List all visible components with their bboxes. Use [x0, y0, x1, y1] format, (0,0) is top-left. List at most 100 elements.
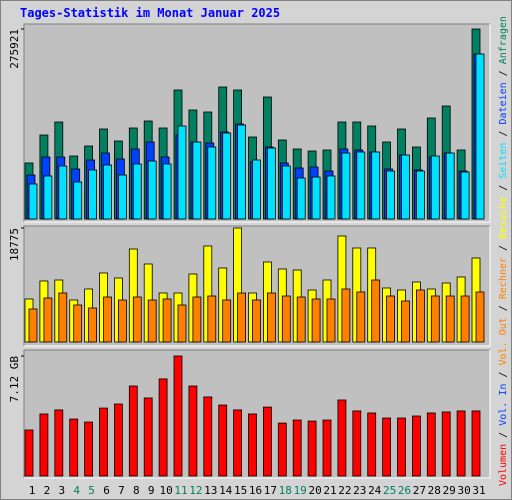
panel-light: [24, 226, 491, 347]
bar: [356, 151, 366, 220]
bar: [24, 429, 34, 477]
bar: [371, 151, 381, 220]
x-tick-label: 16: [249, 484, 262, 497]
bar: [415, 289, 425, 343]
x-tick-label: 26: [398, 484, 411, 497]
bar: [69, 418, 79, 477]
x-tick-label: 5: [88, 484, 95, 497]
bar: [415, 170, 425, 220]
x-tick-label: 24: [368, 484, 382, 497]
bar: [177, 304, 187, 343]
bar: [252, 159, 261, 220]
x-tick-label: 23: [353, 484, 366, 497]
legend-entry: Seiten: [498, 143, 509, 179]
x-tick-label: 30: [457, 484, 470, 497]
x-tick-label: 17: [264, 484, 277, 497]
x-tick-label: 8: [133, 484, 140, 497]
bar: [475, 53, 485, 220]
x-tick-label: 7: [118, 484, 125, 497]
bar: [132, 296, 142, 343]
bar: [222, 299, 232, 343]
legend-separator: /: [498, 432, 509, 438]
bar: [262, 406, 272, 477]
bar: [84, 421, 93, 477]
x-tick-label: 22: [338, 484, 351, 497]
bar: [337, 399, 347, 477]
x-tick-label: 29: [443, 484, 456, 497]
bar: [386, 295, 396, 343]
x-tick-label: 20: [308, 484, 321, 497]
legend-separator: /: [498, 185, 509, 191]
bar: [203, 396, 213, 477]
x-tick-label: 12: [189, 484, 202, 497]
bar: [441, 411, 451, 477]
bar: [277, 422, 287, 477]
panel-shadow: [23, 349, 490, 478]
bar: [401, 300, 410, 343]
bar: [326, 175, 336, 220]
bar: [401, 154, 410, 220]
x-tick-label: 15: [234, 484, 247, 497]
bar: [252, 299, 261, 343]
y-tick-label: 7.12 GB: [8, 356, 21, 403]
x-tick-label: 28: [428, 484, 441, 497]
legend-entry: Dateien: [498, 82, 509, 124]
bar: [118, 299, 127, 343]
legend-entry: Volumen: [498, 444, 509, 486]
bar: [147, 299, 157, 343]
bar: [88, 169, 97, 220]
bar: [237, 292, 247, 343]
bar: [460, 171, 470, 220]
bar: [430, 295, 440, 343]
bar: [99, 407, 108, 477]
bar: [233, 409, 243, 477]
bar: [341, 152, 351, 220]
bar: [192, 141, 202, 220]
x-tick-label: 9: [148, 484, 155, 497]
x-tick-label: 18: [279, 484, 292, 497]
x-tick-label: 1: [29, 484, 36, 497]
y-tick-label: 18775: [8, 228, 21, 261]
bar: [292, 419, 302, 477]
x-tick-label: 13: [204, 484, 217, 497]
bar: [207, 295, 217, 343]
x-tick-label: 14: [219, 484, 233, 497]
bar: [162, 163, 172, 220]
panel-light: [24, 24, 491, 223]
panel-light: [24, 350, 491, 479]
bar: [132, 163, 142, 220]
bar: [218, 404, 228, 477]
bar: [371, 279, 381, 343]
bar: [39, 413, 49, 477]
x-tick-label: 27: [413, 484, 426, 497]
x-tick-label: 21: [323, 484, 336, 497]
bar: [322, 419, 332, 477]
bar: [311, 298, 321, 343]
bar: [356, 291, 366, 343]
legend-entry: Besuche: [498, 197, 509, 239]
bar: [162, 298, 172, 343]
bar: [445, 152, 455, 220]
bar: [266, 147, 276, 220]
y-tick-label: 275921: [8, 29, 21, 69]
bar: [311, 176, 321, 220]
bar: [460, 295, 470, 343]
bar: [397, 417, 406, 477]
bar: [28, 308, 38, 343]
bar: [173, 355, 183, 477]
x-tick-label: 3: [58, 484, 65, 497]
bar: [367, 412, 377, 477]
bar: [296, 177, 306, 220]
legend-separator: /: [498, 131, 509, 137]
bar: [143, 397, 153, 477]
x-tick-label: 10: [159, 484, 172, 497]
bar: [426, 412, 436, 477]
bar: [307, 420, 317, 477]
bar: [456, 410, 466, 477]
bar: [147, 160, 157, 220]
bar: [58, 292, 68, 343]
panel-shadow: [23, 23, 490, 222]
legend-separator: /: [498, 70, 509, 76]
bar: [103, 164, 112, 220]
